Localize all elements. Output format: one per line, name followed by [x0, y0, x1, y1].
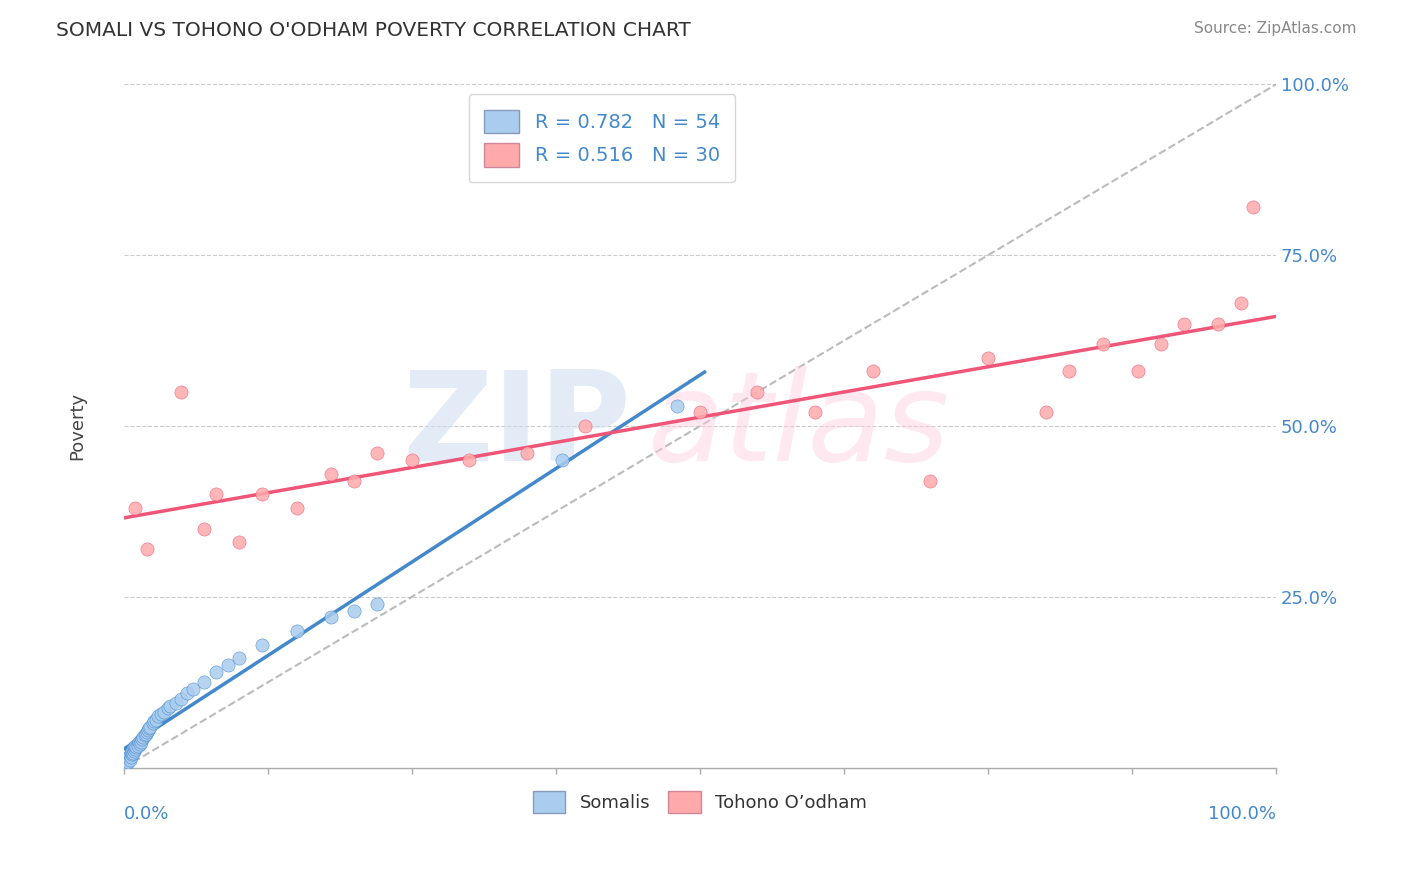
Point: [862, 364, 884, 378]
Text: 100.0%: 100.0%: [1208, 805, 1277, 823]
Text: 0.0%: 0.0%: [124, 805, 169, 823]
Point: [117, 754, 139, 768]
Point: [321, 610, 343, 624]
Point: [136, 723, 159, 738]
Point: [747, 384, 769, 399]
Point: [131, 731, 153, 746]
Point: [170, 692, 193, 706]
Text: Source: ZipAtlas.com: Source: ZipAtlas.com: [1194, 21, 1357, 36]
Point: [132, 730, 155, 744]
Point: [193, 675, 215, 690]
Legend: Somalis, Tohono O’odham: Somalis, Tohono O’odham: [526, 784, 875, 820]
Point: [139, 720, 162, 734]
Point: [228, 651, 250, 665]
Point: [124, 501, 146, 516]
Point: [128, 735, 150, 749]
Point: [1208, 317, 1230, 331]
Point: [156, 700, 179, 714]
Point: [134, 728, 156, 742]
Point: [170, 384, 193, 399]
Point: [1092, 337, 1115, 351]
Point: [665, 399, 688, 413]
Point: [129, 737, 152, 751]
Point: [1126, 364, 1149, 378]
Point: [153, 705, 176, 719]
Point: [138, 721, 160, 735]
Point: [181, 682, 204, 697]
Point: [205, 487, 228, 501]
Point: [176, 685, 198, 699]
Point: [285, 624, 308, 638]
Point: [977, 351, 1000, 365]
Point: [217, 658, 239, 673]
Point: [205, 665, 228, 679]
Point: [159, 699, 181, 714]
Point: [122, 746, 145, 760]
Point: [124, 739, 146, 753]
Text: ZIP: ZIP: [402, 366, 631, 486]
Point: [120, 750, 142, 764]
Point: [122, 744, 145, 758]
Point: [250, 638, 273, 652]
Point: [343, 603, 366, 617]
Point: [129, 735, 152, 749]
Point: [121, 744, 143, 758]
Point: [148, 709, 170, 723]
Point: [920, 474, 942, 488]
Point: [1150, 337, 1173, 351]
Point: [129, 733, 152, 747]
Point: [122, 740, 145, 755]
Point: [366, 597, 388, 611]
Point: [193, 522, 215, 536]
Point: [118, 752, 141, 766]
Point: [118, 748, 141, 763]
Point: [135, 725, 157, 739]
Point: [127, 739, 149, 753]
Point: [135, 542, 157, 557]
Point: [574, 419, 596, 434]
Point: [121, 747, 143, 761]
Point: [165, 696, 187, 710]
Point: [115, 757, 138, 772]
Point: [550, 453, 572, 467]
Point: [142, 716, 165, 731]
Point: [1173, 317, 1195, 331]
Point: [135, 726, 157, 740]
Text: Poverty: Poverty: [69, 392, 87, 460]
Point: [285, 501, 308, 516]
Point: [149, 707, 172, 722]
Point: [1035, 405, 1057, 419]
Point: [117, 750, 139, 764]
Point: [804, 405, 827, 419]
Point: [343, 474, 366, 488]
Point: [145, 713, 167, 727]
Point: [321, 467, 343, 481]
Point: [401, 453, 423, 467]
Point: [516, 446, 538, 460]
Point: [117, 756, 139, 770]
Text: SOMALI VS TOHONO O'ODHAM POVERTY CORRELATION CHART: SOMALI VS TOHONO O'ODHAM POVERTY CORRELA…: [56, 21, 690, 39]
Point: [122, 741, 145, 756]
Point: [142, 714, 165, 729]
Point: [124, 741, 146, 756]
Point: [228, 535, 250, 549]
Point: [366, 446, 388, 460]
Point: [1241, 201, 1264, 215]
Point: [1057, 364, 1080, 378]
Point: [1230, 296, 1253, 310]
Point: [458, 453, 481, 467]
Point: [127, 737, 149, 751]
Point: [689, 405, 711, 419]
Text: atlas: atlas: [648, 366, 950, 486]
Point: [125, 740, 148, 755]
Point: [250, 487, 273, 501]
Point: [120, 746, 142, 760]
